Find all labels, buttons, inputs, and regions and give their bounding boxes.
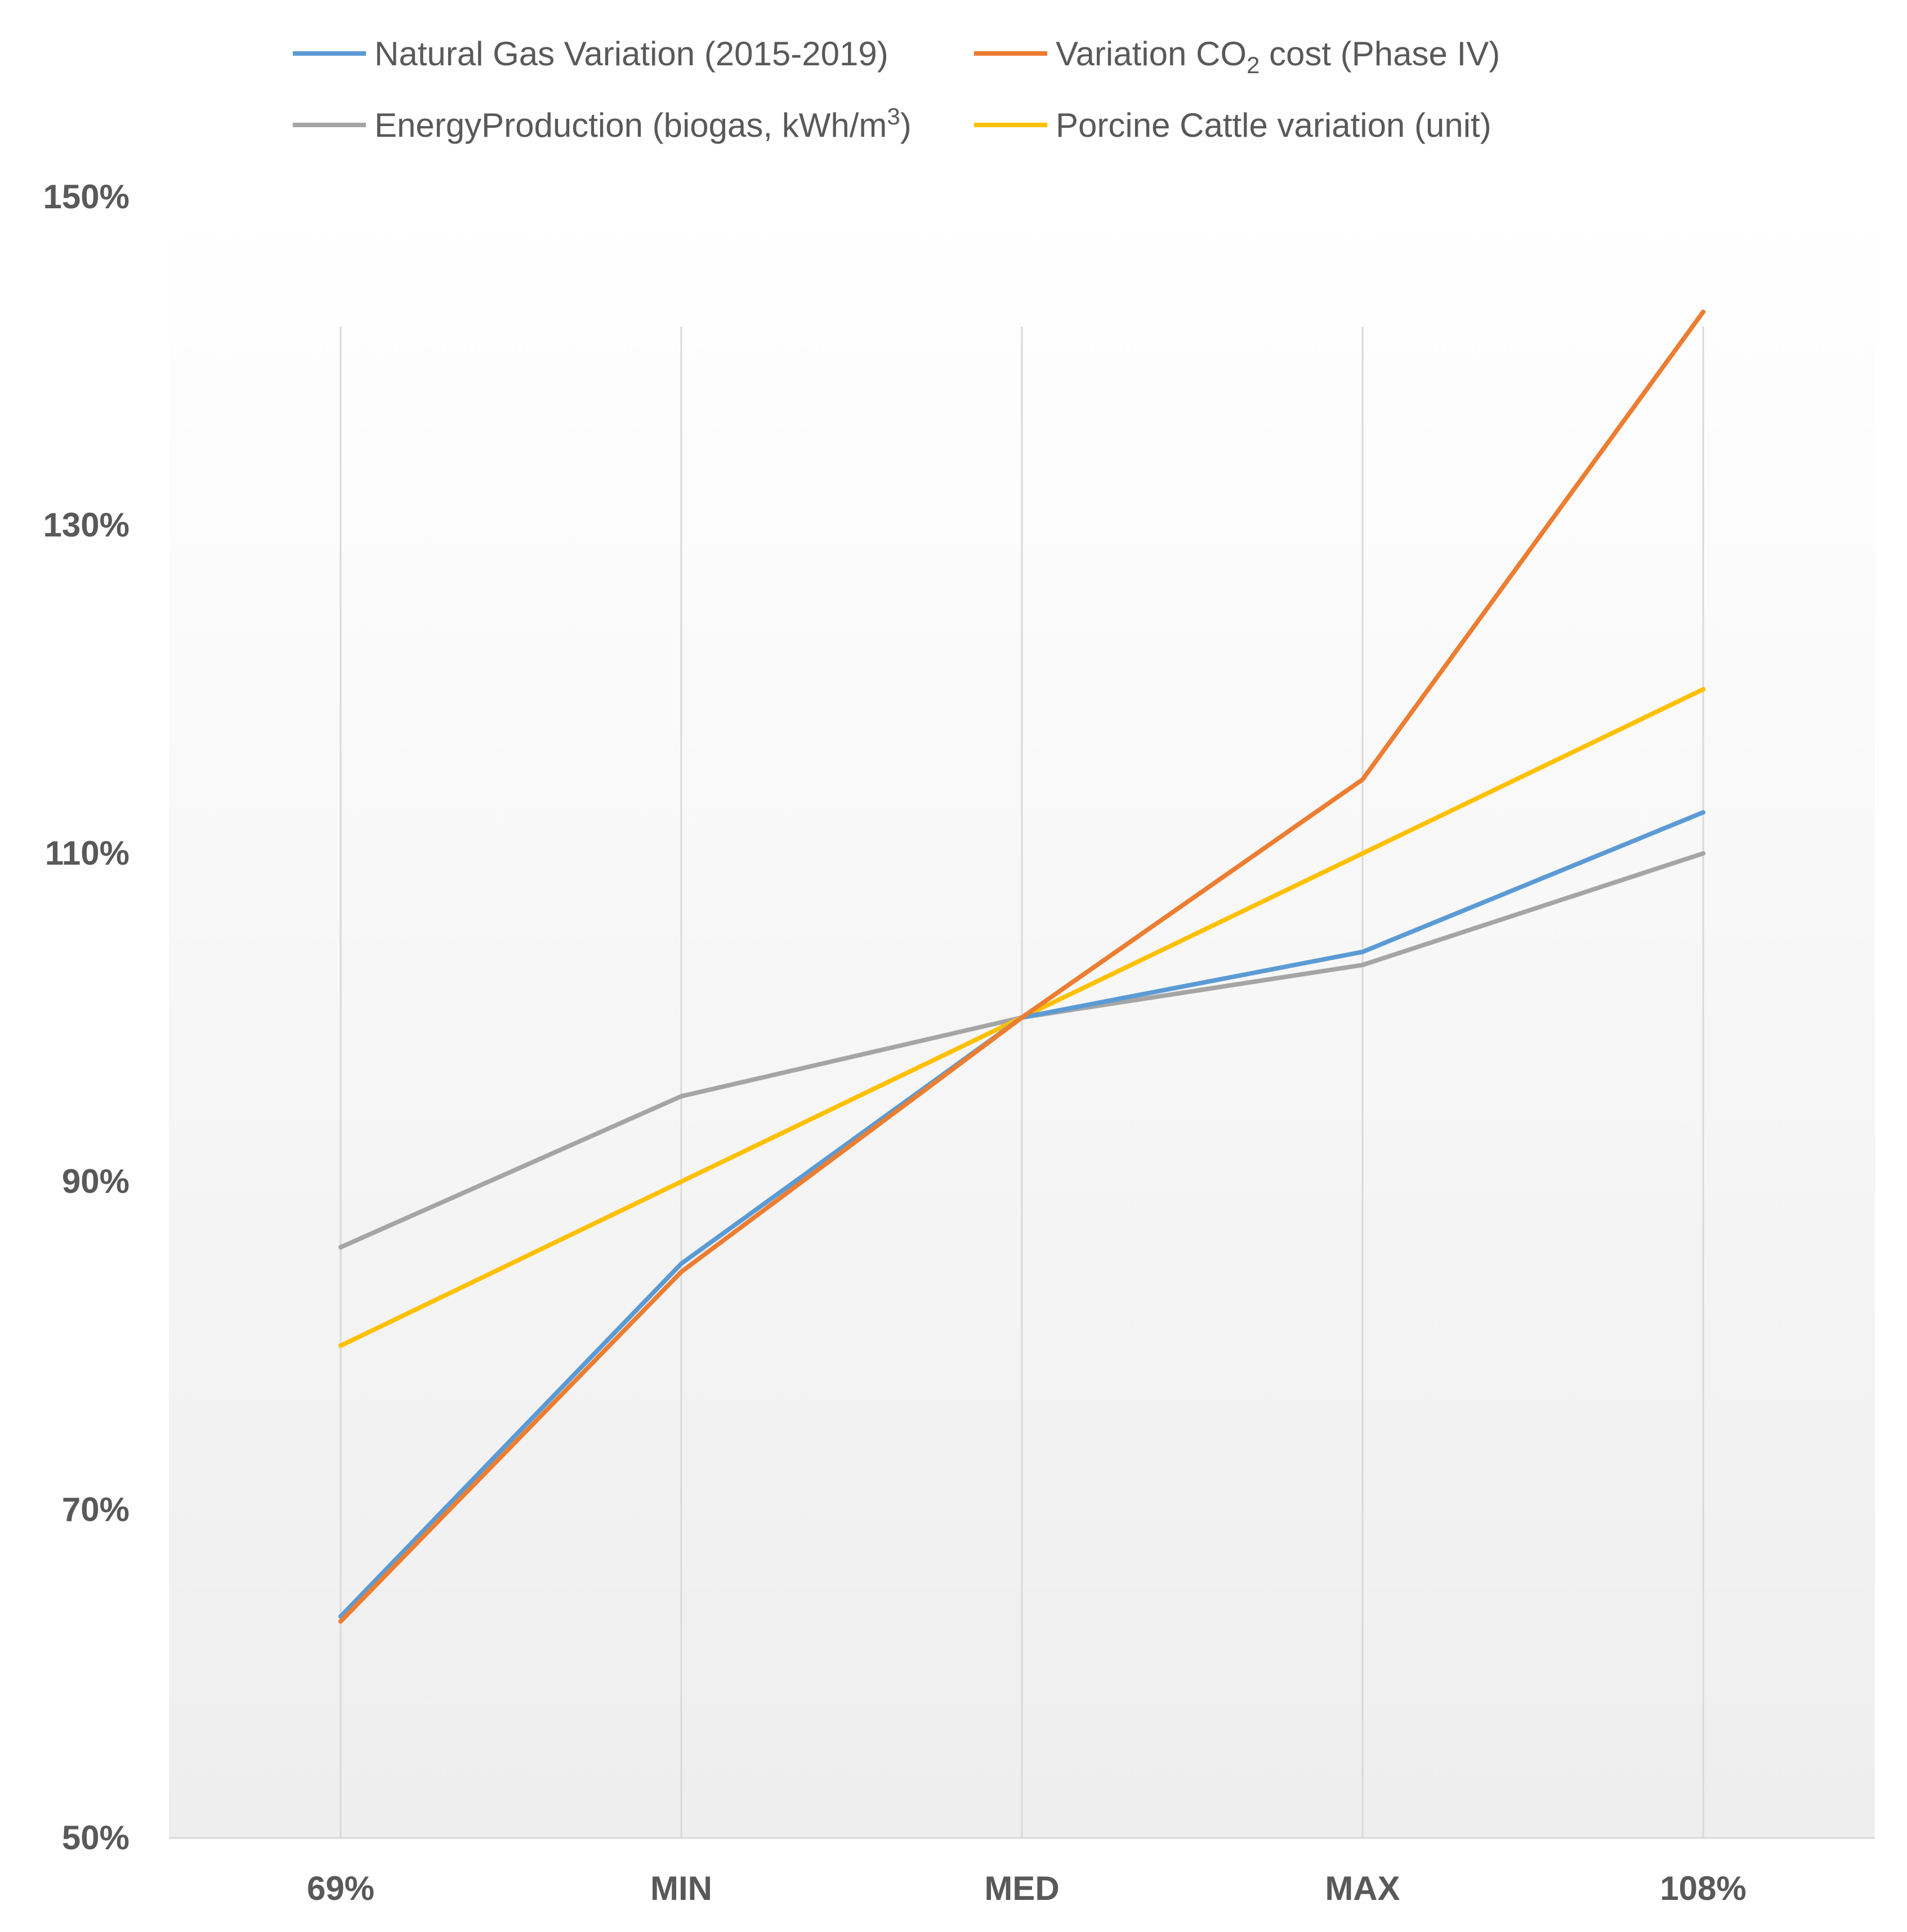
- y-axis-tick-labels: 50% 70% 90% 110% 130% 150%: [43, 178, 129, 1857]
- x-tick-label-69: 69%: [307, 1870, 374, 1907]
- legend-item-porcine-cattle: Porcine Cattle variation (unit): [974, 106, 1491, 144]
- y-tick-label-50: 50%: [62, 1819, 129, 1857]
- data-point-variation-co2-cost-phase-iv-med: [1020, 1015, 1024, 1020]
- series-variation-co2-cost-phase-iv: [338, 310, 1705, 1624]
- data-point-variation-co2-cost-phase-iv-108: [1701, 310, 1705, 314]
- legend-item-energy-production: EnergyProduction (biogas, kWh/m3): [293, 103, 912, 144]
- y-tick-label-90: 90%: [62, 1162, 129, 1200]
- legend-label-porcine-cattle: Porcine Cattle variation (unit): [1056, 106, 1491, 144]
- y-tick-label-70: 70%: [62, 1491, 129, 1528]
- legend-item-co2-cost: Variation CO2 cost (Phase IV): [974, 35, 1500, 78]
- legend-label-co2-cost: Variation CO2 cost (Phase IV): [1056, 35, 1500, 78]
- x-tick-label-max: MAX: [1325, 1870, 1400, 1907]
- legend-label-natural-gas: Natural Gas Variation (2015-2019): [374, 35, 888, 73]
- series-lines: [338, 310, 1705, 1624]
- data-point-variation-co2-cost-phase-iv-69: [338, 1619, 343, 1624]
- x-axis-tick-labels: 69% MIN MED MAX 108%: [307, 1870, 1747, 1907]
- data-point-energyproduction-biogas-kwh-m3-max: [1360, 963, 1365, 968]
- data-point-porcine-cattle-variation-unit-min: [679, 1179, 684, 1184]
- data-point-variation-co2-cost-phase-iv-max: [1360, 777, 1365, 782]
- data-point-porcine-cattle-variation-unit-max: [1360, 851, 1365, 856]
- x-tick-label-108: 108%: [1660, 1870, 1746, 1907]
- data-point-energyproduction-biogas-kwh-m3-min: [679, 1094, 684, 1099]
- vertical-gridlines: [340, 327, 1704, 1838]
- y-tick-label-110: 110%: [45, 834, 129, 872]
- legend: Natural Gas Variation (2015-2019) Variat…: [293, 35, 1500, 144]
- data-point-natural-gas-variation-2015-2019-max: [1360, 949, 1365, 954]
- y-tick-label-150: 150%: [43, 178, 129, 216]
- x-tick-label-min: MIN: [650, 1870, 712, 1907]
- legend-label-energy-production: EnergyProduction (biogas, kWh/m3): [374, 103, 912, 144]
- data-point-energyproduction-biogas-kwh-m3-108: [1701, 851, 1705, 856]
- data-point-natural-gas-variation-2015-2019-min: [679, 1261, 684, 1266]
- data-point-energyproduction-biogas-kwh-m3-69: [338, 1245, 343, 1250]
- x-tick-label-med: MED: [984, 1870, 1059, 1907]
- data-point-variation-co2-cost-phase-iv-min: [679, 1269, 684, 1274]
- legend-item-natural-gas: Natural Gas Variation (2015-2019): [293, 35, 888, 73]
- y-tick-label-130: 130%: [43, 506, 129, 544]
- data-point-porcine-cattle-variation-unit-69: [338, 1343, 343, 1348]
- data-point-natural-gas-variation-2015-2019-108: [1701, 810, 1705, 815]
- data-point-porcine-cattle-variation-unit-108: [1701, 687, 1705, 692]
